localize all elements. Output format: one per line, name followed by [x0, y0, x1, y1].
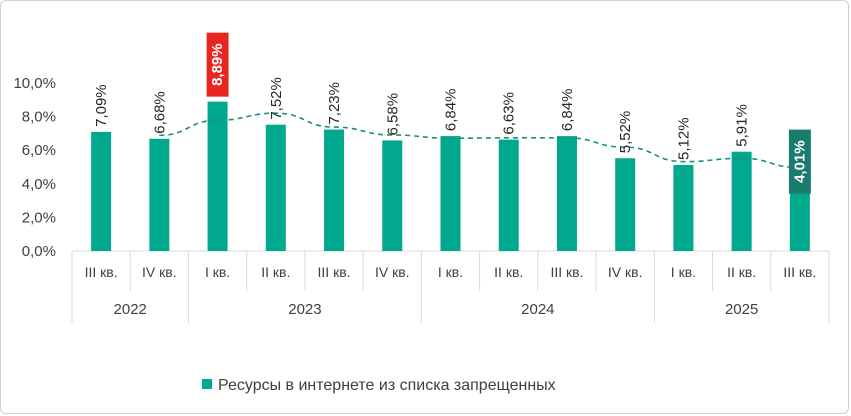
data-label: 4,01% — [791, 140, 808, 183]
data-label: 6,84% — [559, 89, 576, 132]
bar — [789, 183, 810, 251]
data-label-highlight — [788, 129, 811, 194]
data-label: 6,63% — [501, 92, 518, 135]
x-category-label: III кв. — [783, 264, 816, 280]
x-category-label: IV кв. — [142, 264, 177, 280]
trend-line — [159, 112, 800, 169]
bar — [265, 124, 286, 251]
bar — [673, 164, 694, 251]
bar — [615, 158, 636, 251]
bar — [556, 136, 577, 251]
data-label: 7,09% — [93, 84, 110, 127]
bar — [324, 129, 345, 251]
data-label: 5,52% — [617, 111, 634, 154]
x-category-label: I кв. — [671, 264, 696, 280]
x-group-label: 2022 — [114, 301, 147, 318]
y-tick-label: 8,0% — [22, 109, 56, 126]
data-label: 6,58% — [384, 93, 401, 136]
y-tick-label: 0,0% — [22, 243, 56, 260]
data-label: 8,89% — [209, 43, 226, 86]
y-tick-label: 10,0% — [13, 75, 56, 92]
data-label: 5,91% — [734, 104, 751, 147]
x-category-label: II кв. — [261, 264, 290, 280]
legend-label: Ресурсы в интернете из списка запрещенны… — [218, 377, 556, 394]
y-tick-label: 6,0% — [22, 142, 56, 159]
data-label: 6,84% — [443, 89, 460, 132]
data-label: 7,52% — [268, 77, 285, 120]
data-label: 5,12% — [675, 117, 692, 160]
x-category-label: II кв. — [494, 264, 523, 280]
bar — [149, 138, 170, 251]
data-label: 6,68% — [151, 91, 168, 134]
x-category-label: I кв. — [205, 264, 230, 280]
bar — [382, 140, 403, 251]
bar — [207, 101, 228, 251]
bar — [498, 139, 519, 251]
bar — [91, 131, 112, 251]
bar — [731, 151, 752, 251]
x-category-label: III кв. — [550, 264, 583, 280]
y-tick-label: 4,0% — [22, 176, 56, 193]
y-tick-label: 2,0% — [22, 209, 56, 226]
x-category-label: III кв. — [85, 264, 118, 280]
x-category-label: II кв. — [727, 264, 756, 280]
x-group-label: 2024 — [521, 301, 554, 318]
legend-swatch — [202, 379, 212, 389]
x-category-label: IV кв. — [375, 264, 410, 280]
x-category-label: I кв. — [438, 264, 463, 280]
x-category-label: III кв. — [318, 264, 351, 280]
data-label-highlight — [206, 32, 229, 97]
bar — [440, 136, 461, 251]
x-group-label: 2025 — [725, 301, 758, 318]
x-group-label: 2023 — [288, 301, 321, 318]
x-category-label: IV кв. — [608, 264, 643, 280]
data-label: 7,23% — [326, 82, 343, 125]
